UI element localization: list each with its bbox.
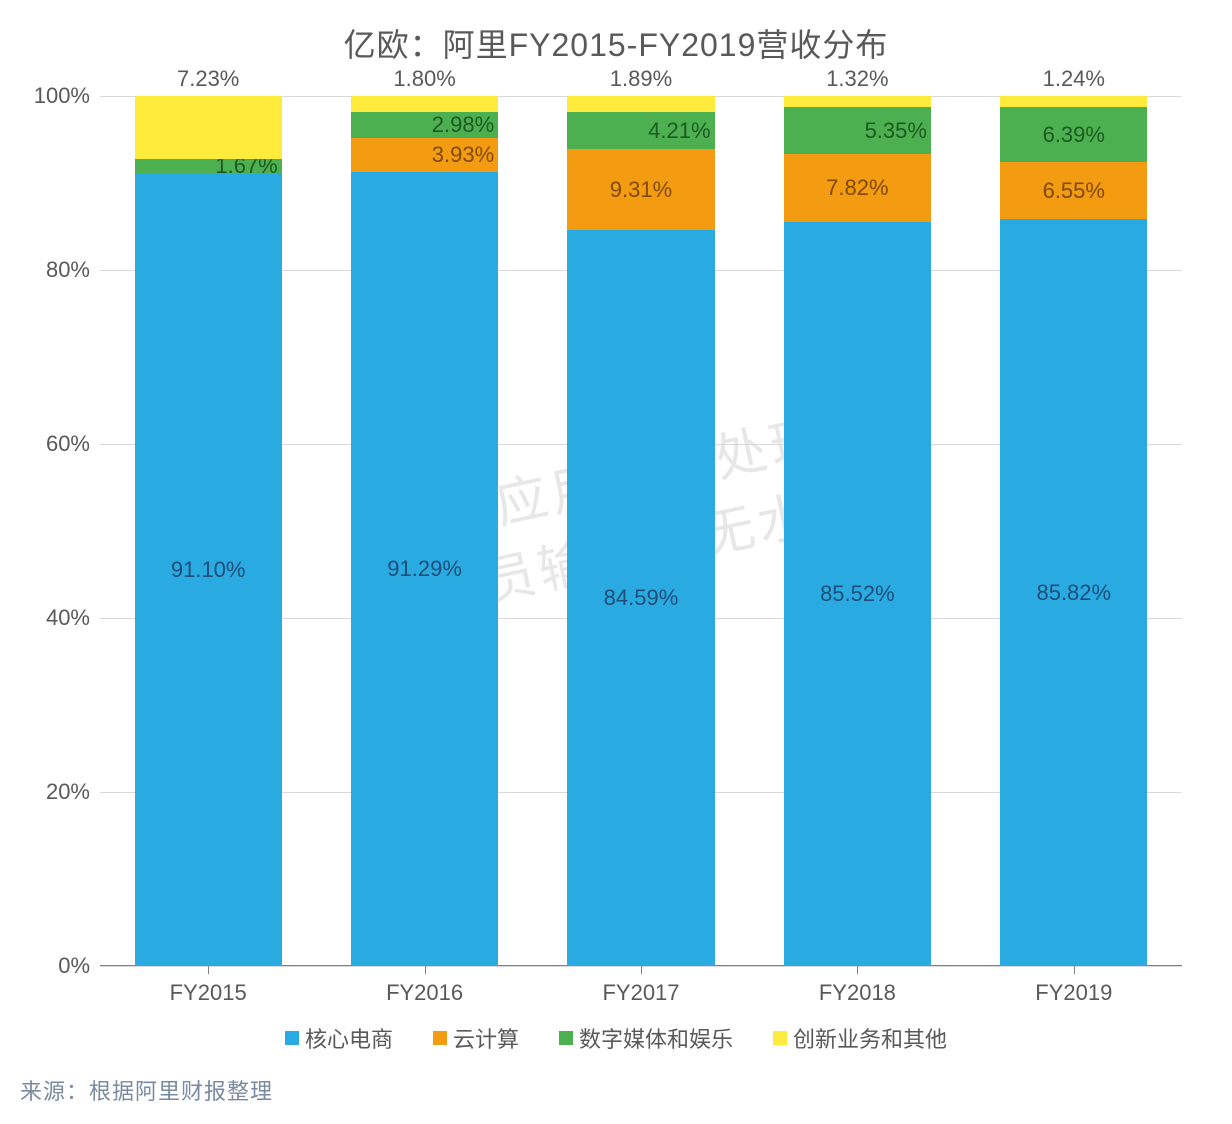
bar-segment-innovation_other [1000,96,1147,107]
bar-top-label: 7.23% [177,66,239,92]
bar-segment-innovation_other [784,96,931,107]
legend-swatch [773,1031,787,1045]
bar-top-label: 1.24% [1043,66,1105,92]
x-tick [425,966,426,974]
bar-segment-digital_media: 1.67% [135,159,282,174]
legend: 核心电商 云计算 数字媒体和娱乐 创新业务和其他 [0,1022,1232,1054]
bar-segment-cloud: 9.31% [567,149,714,230]
bar-segment-label: 7.82% [826,175,888,201]
x-tick-label: FY2019 [1035,980,1112,1006]
bar-segment-label: 6.39% [1043,122,1105,148]
y-tick-label: 80% [30,257,90,283]
bar-group: 91.10% 1.67% [135,96,282,966]
bar-segment-digital_media: 6.39% [1000,107,1147,163]
x-tick-label: FY2015 [170,980,247,1006]
y-tick-label: 0% [30,953,90,979]
bar-segment-core_ecommerce: 84.59% [567,230,714,966]
legend-item: 核心电商 [285,1022,393,1054]
bar-segment-cloud: 3.93% [351,138,498,172]
y-tick-label: 20% [30,779,90,805]
bar-segment-label: 2.98% [432,112,494,138]
legend-swatch [285,1031,299,1045]
bar-segment-core_ecommerce: 85.52% [784,222,931,966]
legend-swatch [433,1031,447,1045]
bar-segment-innovation_other [567,96,714,112]
bar-group: 84.59% 9.31% 4.21% [567,96,714,966]
bar-segment-core_ecommerce: 91.10% [135,173,282,966]
x-tick [857,966,858,974]
legend-label: 云计算 [453,1022,519,1054]
bar-segment-label: 6.55% [1043,178,1105,204]
bar-segment-digital_media: 4.21% [567,112,714,149]
legend-label: 数字媒体和娱乐 [579,1022,733,1054]
legend-label: 创新业务和其他 [793,1022,947,1054]
x-tick [1074,966,1075,974]
y-tick-label: 60% [30,431,90,457]
bar-segment-innovation_other [135,96,282,159]
bar-segment-label: 5.35% [865,118,927,144]
bar-top-label: 1.32% [826,66,888,92]
y-tick-label: 40% [30,605,90,631]
bar-segment-label: 84.59% [604,585,679,611]
legend-item: 云计算 [433,1022,519,1054]
bar-segment-label: 4.21% [648,118,710,144]
bar-segment-digital_media: 2.98% [351,112,498,138]
x-tick [641,966,642,974]
bar-segment-cloud: 6.55% [1000,162,1147,219]
bar-group: 91.29% 3.93% 2.98% [351,96,498,966]
bar-segment-label: 9.31% [610,177,672,203]
legend-label: 核心电商 [305,1022,393,1054]
bar-segment-digital_media: 5.35% [784,107,931,154]
bar-segment-label: 91.29% [387,556,462,582]
y-tick-label: 100% [30,83,90,109]
chart-container: 亿欧：阿里FY2015-FY2019营收分布 已应用高级处理 （会员输出后无水印… [0,0,1232,1124]
bar-group: 85.82% 6.55% 6.39% [1000,96,1147,966]
bar-group: 85.52% 7.82% 5.35% [784,96,931,966]
bar-segment-label: 91.10% [171,557,246,583]
bar-segment-core_ecommerce: 91.29% [351,172,498,966]
bar-segment-innovation_other [351,96,498,112]
bar-segment-label: 85.82% [1036,580,1111,606]
source-label: 来源：根据阿里财报整理 [20,1074,273,1106]
bar-segment-label: 85.52% [820,581,895,607]
x-tick [208,966,209,974]
plot-area: 已应用高级处理 （会员输出后无水印） 0%20%40%60%80%100%FY2… [100,96,1182,966]
legend-item: 创新业务和其他 [773,1022,947,1054]
bar-segment-core_ecommerce: 85.82% [1000,219,1147,966]
chart-title: 亿欧：阿里FY2015-FY2019营收分布 [30,20,1202,66]
bar-segment-cloud: 7.82% [784,154,931,222]
x-tick-label: FY2018 [819,980,896,1006]
x-tick-label: FY2017 [602,980,679,1006]
bar-top-label: 1.80% [393,66,455,92]
legend-swatch [559,1031,573,1045]
bar-segment-label: 3.93% [432,142,494,168]
bar-top-label: 1.89% [610,66,672,92]
legend-item: 数字媒体和娱乐 [559,1022,733,1054]
x-tick-label: FY2016 [386,980,463,1006]
